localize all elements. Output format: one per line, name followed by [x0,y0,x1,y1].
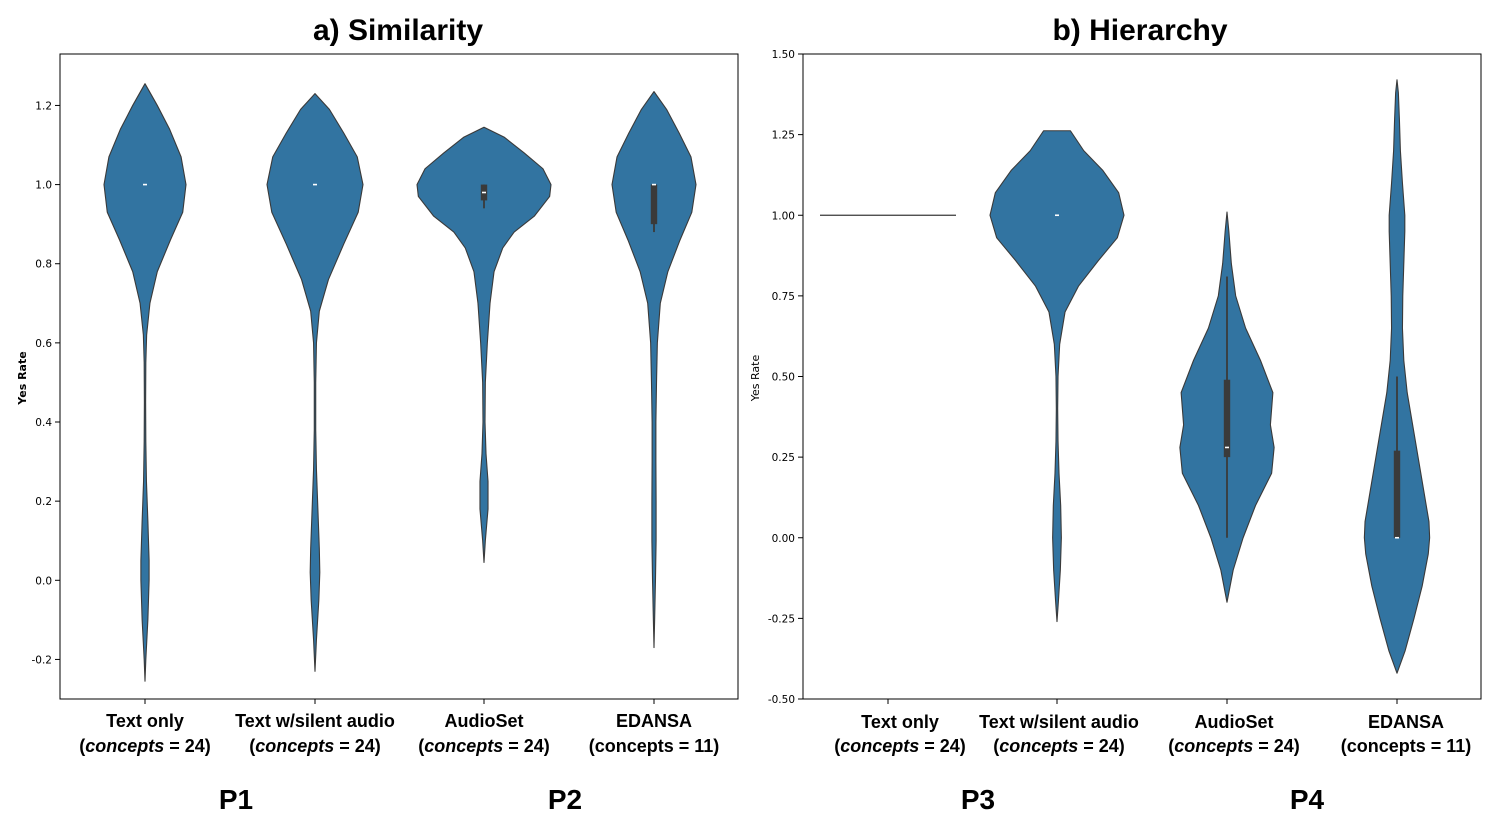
hierarchy-category-label: Text only [861,712,939,732]
hierarchy-category-count: (concepts = 24) [993,736,1125,756]
hierarchy-category-count: (concepts = 11) [1341,736,1472,756]
similarity-category-count: (concepts = 24) [79,736,211,756]
hierarchy-y-tick-label: 1.00 [772,210,795,222]
hierarchy-x-categories: Text only (concepts = 24) Text w/silent au… [834,712,1471,756]
similarity-category-count: (concepts = 24) [418,736,550,756]
hierarchy-y-axis-label: Yes Rate [749,355,762,403]
panel-label-p2: P2 [548,784,582,814]
similarity-violin-1 [266,93,364,672]
similarity-violin-2 [416,126,552,564]
hierarchy-violin-1 [989,130,1125,623]
similarity-panel: a) Similarity Yes Rate -0.2 0.0 0.2 0.4 0.6 0… [16,14,739,756]
similarity-y-tick-label: 1.2 [35,100,52,112]
hierarchy-y-tick-label: 1.50 [772,49,795,61]
similarity-violins [103,83,697,682]
similarity-y-tick-label: 0.4 [35,417,52,429]
similarity-y-tick-label: -0.2 [32,654,53,666]
panel-label-p4: P4 [1290,784,1325,814]
similarity-y-axis-label: Yes Rate [16,351,29,405]
hierarchy-y-tick-label: 0.75 [772,291,795,303]
similarity-category-label: Text only [106,711,184,731]
hierarchy-iqr-box-2 [1223,379,1231,458]
similarity-plot-frame [59,53,739,700]
hierarchy-category-count: (concepts = 24) [834,736,966,756]
similarity-category-label: EDANSA [616,711,692,731]
hierarchy-plot-frame [802,53,1482,700]
similarity-x-categories: Text only (concepts = 24) Text w/silent au… [79,711,719,756]
similarity-y-tick-label: 0.8 [35,259,52,271]
similarity-category-count: (concepts = 11) [589,736,720,756]
hierarchy-category-label: AudioSet [1195,712,1274,732]
hierarchy-y-tick-label: -0.25 [768,613,795,625]
hierarchy-title: b) Hierarchy [1052,14,1227,47]
panel-label-p1: P1 [219,784,253,814]
hierarchy-panel: b) Hierarchy Yes Rate -0.50 -0.25 0.00 0.25… [749,14,1482,756]
similarity-y-tick-label: 0.6 [35,338,52,350]
similarity-y-ticks: -0.2 0.0 0.2 0.4 0.6 0.8 1.0 1.2 [32,100,655,704]
similarity-y-tick-label: 1.0 [35,180,52,192]
hierarchy-y-tick-label: 0.50 [772,372,795,384]
hierarchy-category-count: (concepts = 24) [1168,736,1300,756]
hierarchy-violins [820,79,1431,674]
hierarchy-y-tick-label: 0.25 [772,452,795,464]
similarity-title: a) Similarity [313,14,483,47]
hierarchy-category-label: EDANSA [1368,712,1444,732]
similarity-iqr-box-3 [650,184,658,225]
hierarchy-category-label: Text w/silent audio [979,712,1139,732]
hierarchy-iqr-box-3 [1393,450,1401,538]
similarity-category-label: AudioSet [445,711,524,731]
similarity-violin-3 [611,91,697,649]
hierarchy-y-tick-label: -0.50 [768,694,795,706]
hierarchy-y-tick-label: 1.25 [772,130,795,142]
similarity-category-label: Text w/silent audio [235,711,395,731]
similarity-y-tick-label: 0.2 [35,496,52,508]
similarity-y-tick-label: 0.0 [35,575,52,587]
similarity-violin-0 [103,83,187,682]
panel-label-p3: P3 [961,784,995,814]
hierarchy-y-ticks: -0.50 -0.25 0.00 0.25 0.50 0.75 1.00 1.25 1.50 [768,49,1398,706]
similarity-category-count: (concepts = 24) [249,736,381,756]
hierarchy-y-tick-label: 0.00 [772,533,795,545]
